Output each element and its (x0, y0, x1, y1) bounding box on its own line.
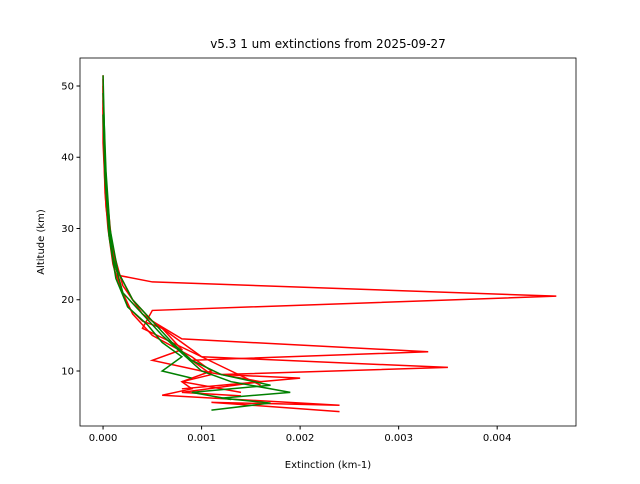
y-axis-label: Altitude (km) (36, 209, 47, 275)
y-tick-label: 40 (61, 153, 74, 164)
profile-line (102, 114, 192, 379)
profile-line (102, 93, 271, 401)
x-axis-label: Extinction (km-1) (285, 460, 372, 471)
x-tick-label: 0.003 (384, 433, 413, 444)
y-tick-label: 50 (61, 82, 74, 93)
chart-title: v5.3 1 um extinctions from 2025-09-27 (210, 37, 446, 51)
plot-frame (79, 57, 577, 427)
x-tick-label: 0.004 (483, 433, 512, 444)
x-tick-label: 0.001 (187, 433, 216, 444)
y-tick-label: 10 (61, 366, 74, 377)
x-tick-label: 0.002 (286, 433, 315, 444)
y-tick-label: 20 (61, 295, 74, 306)
y-tick-label: 30 (61, 224, 74, 235)
x-tick-label: 0.000 (89, 433, 118, 444)
